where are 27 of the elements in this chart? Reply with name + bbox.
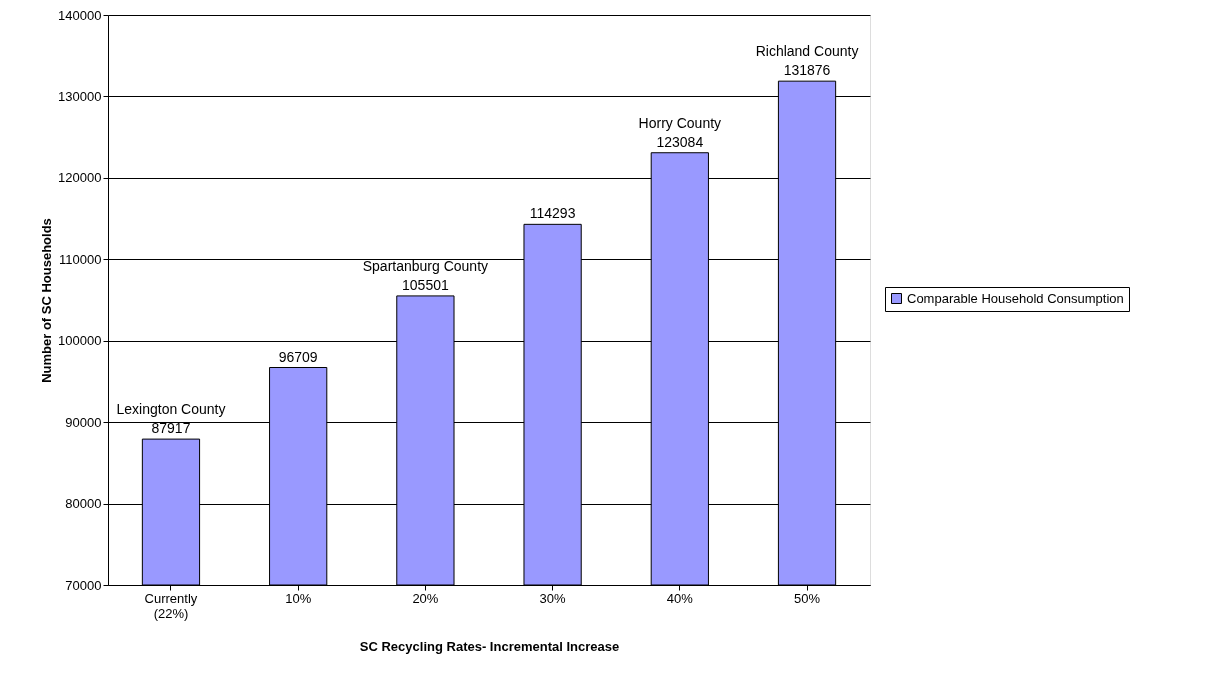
y-tick-label: 90000 — [65, 414, 102, 430]
x-tick-label: 40% — [666, 590, 694, 606]
x-tick-label: 50% — [794, 590, 821, 606]
x-axis-title: SC Recycling Rates- Incremental Increase — [359, 638, 620, 654]
y-axis-title: Number of SC Households — [39, 218, 55, 383]
y-tick-label: 70000 — [65, 577, 102, 593]
data-label: 105501 — [402, 276, 449, 293]
x-tick-label: Currently (22%) — [144, 590, 198, 621]
data-label: 123084 — [656, 133, 704, 150]
y-tick-label: 120000 — [58, 170, 102, 186]
y-tick-label: 110000 — [59, 251, 102, 267]
y-tick-label: 80000 — [65, 496, 102, 512]
y-tick-label: 140000 — [58, 7, 102, 23]
x-tick-label: 30% — [539, 590, 567, 606]
annotation: Spartanburg County — [362, 257, 489, 274]
data-label: 96709 — [278, 348, 318, 365]
annotation: Lexington County — [116, 401, 226, 418]
data-label: 114293 — [529, 205, 576, 222]
data-label: 131876 — [783, 62, 831, 79]
data-label: 87917 — [151, 420, 191, 437]
annotation: Richland County — [755, 43, 859, 60]
x-tick-label: 10% — [285, 590, 312, 606]
annotation: Horry County — [638, 114, 722, 131]
y-tick-label: 100000 — [58, 333, 102, 349]
y-tick-label: 130000 — [58, 88, 102, 104]
x-tick-label: 20% — [412, 590, 439, 606]
legend-label: Comparable Household Consumption — [907, 290, 1124, 306]
